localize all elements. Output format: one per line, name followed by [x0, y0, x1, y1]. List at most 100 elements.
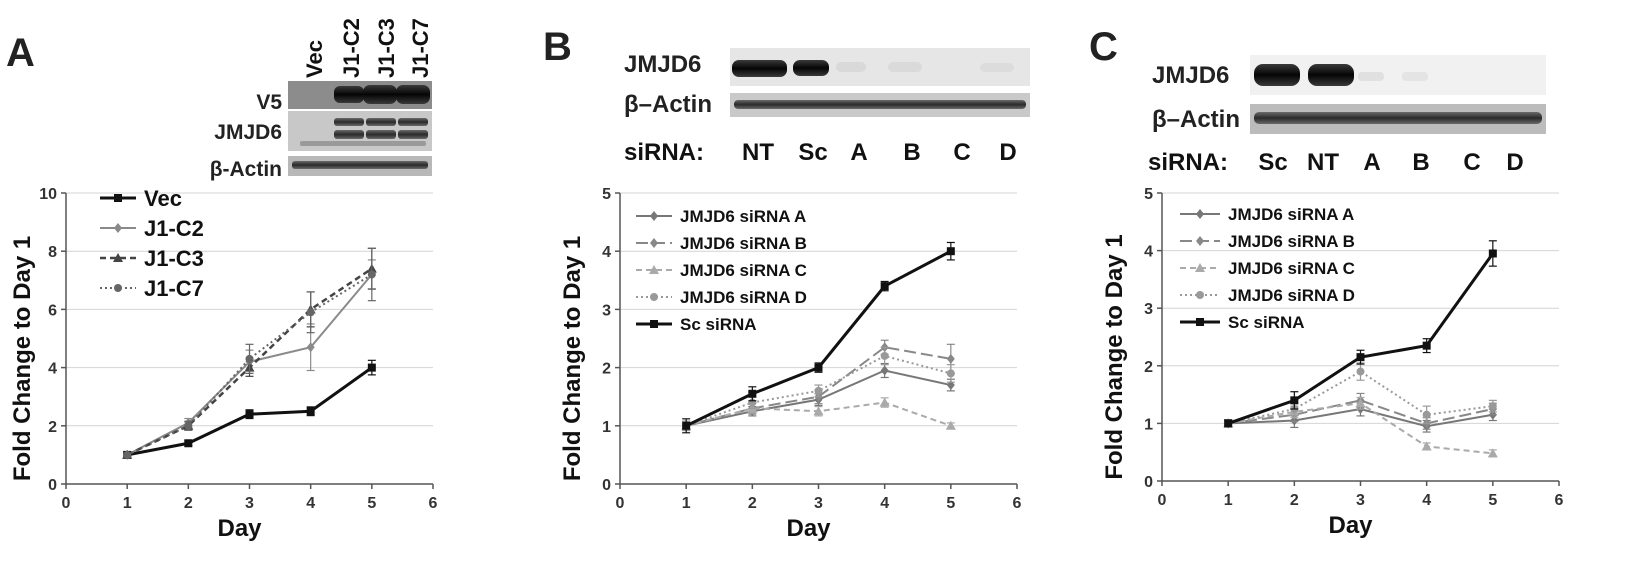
x-axis-title: Day [217, 515, 262, 542]
blot-a-row-actin: β-Actin [210, 158, 282, 181]
legend-label: Vec [144, 186, 182, 211]
x-tick-label: 2 [184, 495, 193, 512]
data-point [114, 284, 122, 292]
data-point [1356, 353, 1365, 362]
legend-label: JMJD6 siRNA D [680, 288, 807, 307]
y-tick-label: 1 [1144, 416, 1153, 433]
chart-b: 0 1 2 3 4 5 0 1 2 3 4 5 6 Day Fold Change to Day 1 JMJD… [559, 186, 1022, 542]
blot-c-siRNA-label: siRNA: [1148, 149, 1228, 176]
blot-b-lane: B [903, 139, 920, 166]
data-point [123, 450, 132, 459]
data-point [1195, 263, 1205, 272]
x-tick-label: 0 [616, 495, 625, 512]
panel-a-blot: A Vec J1-C2 J1-C3 J1-C7 V5 JMJD6 β-Actin [6, 18, 433, 181]
legend-label: JMJD6 siRNA A [1228, 205, 1354, 224]
panel-c-letter: C [1089, 25, 1118, 69]
y-tick-label: 5 [602, 186, 611, 203]
legend-label: Sc siRNA [1228, 313, 1305, 332]
blot-band [1402, 72, 1428, 81]
data-point [1422, 410, 1431, 419]
blot-band [732, 60, 787, 77]
data-point [649, 265, 659, 274]
series-j1-c3: J1-C3 [100, 246, 377, 459]
x-tick-label: 0 [1158, 492, 1167, 509]
y-tick-label: 0 [48, 477, 57, 494]
legend-label: JMJD6 siRNA D [1228, 286, 1355, 305]
blot-band [396, 85, 430, 104]
x-tick-label: 2 [1290, 492, 1299, 509]
data-point [1196, 236, 1204, 246]
blot-band [836, 62, 866, 72]
blot-c-lane: C [1463, 149, 1480, 176]
x-tick-label: 3 [245, 495, 254, 512]
blot-b-row-jmjd6: JMJD6 [624, 51, 701, 78]
legend-label: JMJD6 siRNA C [1228, 259, 1355, 278]
blot-b-lane: Sc [798, 139, 827, 166]
y-tick-label: 4 [48, 361, 57, 378]
data-point [1196, 209, 1204, 219]
blot-c-row-actin: β–Actin [1152, 106, 1240, 133]
x-tick-label: 5 [367, 495, 376, 512]
series-jmjd6-sirna-d: JMJD6 siRNA D [636, 288, 955, 432]
blot-band [1254, 64, 1300, 86]
x-tick-label: 4 [306, 495, 315, 512]
y-tick-label: 4 [1144, 244, 1153, 261]
blot-band [363, 85, 397, 104]
legend-label: JMJD6 siRNA B [1228, 232, 1355, 251]
y-tick-label: 4 [602, 244, 611, 261]
legend-label: J1-C7 [144, 276, 204, 301]
y-tick-label: 2 [602, 361, 611, 378]
data-point [1196, 291, 1204, 299]
y-tick-label: 3 [1144, 301, 1153, 318]
y-tick-label: 2 [48, 419, 57, 436]
data-point [1356, 367, 1365, 376]
x-tick-label: 0 [62, 495, 71, 512]
x-tick-label: 6 [429, 495, 438, 512]
data-point [682, 421, 691, 430]
blot-c-lane: D [1506, 149, 1523, 176]
series-sc-sirna: Sc siRNA [636, 241, 955, 434]
chart-a: 0 2 4 6 8 10 0 1 2 3 4 5 6 Day Fold Change to Day 1 Vec… [9, 186, 438, 542]
y-tick-label: 6 [48, 302, 57, 319]
series-vec: Vec [100, 186, 376, 459]
blot-band [300, 141, 426, 146]
blot-band [888, 62, 922, 72]
data-point [1488, 249, 1497, 258]
data-point [879, 397, 890, 407]
panel-b-blot: B JMJD6 β–Actin siRNA: NT Sc A B C D [543, 25, 1030, 166]
series-line [1228, 399, 1494, 425]
series-line [1227, 370, 1493, 425]
blot-b-lane: D [999, 139, 1016, 166]
x-tick-label: 1 [1224, 492, 1233, 509]
data-point [245, 410, 254, 419]
data-point [306, 342, 315, 353]
data-point [650, 211, 658, 221]
x-tick-label: 3 [1356, 492, 1365, 509]
blot-a-lane-j1c2: J1-C2 [339, 18, 364, 78]
legend-label: JMJD6 siRNA C [680, 261, 807, 280]
series-line [126, 273, 373, 456]
blot-band [366, 118, 396, 126]
legend-label: JMJD6 siRNA B [680, 234, 807, 253]
blot-a-lane-j1c3: J1-C3 [374, 18, 399, 78]
chart-c: 0 1 2 3 4 5 0 1 2 3 4 5 6 Day Fold Change to Day 1 JMJD… [1101, 186, 1564, 539]
blot-b-lane: A [850, 139, 867, 166]
data-point [814, 363, 823, 372]
blot-band [334, 118, 364, 126]
data-point [1422, 341, 1431, 350]
series-j1-c2: J1-C2 [100, 216, 376, 460]
blot-c-row-jmjd6: JMJD6 [1152, 62, 1229, 89]
data-point [1290, 396, 1299, 405]
blot-band [366, 130, 396, 139]
blot-band [793, 60, 829, 76]
blot-band [398, 118, 428, 126]
x-tick-label: 2 [748, 495, 757, 512]
data-point [814, 386, 823, 395]
data-point [1487, 448, 1498, 458]
x-axis-title: Day [786, 515, 831, 542]
y-tick-label: 3 [602, 302, 611, 319]
series-line [685, 354, 952, 427]
series-jmjd6-sirna-d: JMJD6 siRNA D [1180, 286, 1497, 428]
data-point [114, 194, 122, 202]
data-point [748, 389, 757, 398]
